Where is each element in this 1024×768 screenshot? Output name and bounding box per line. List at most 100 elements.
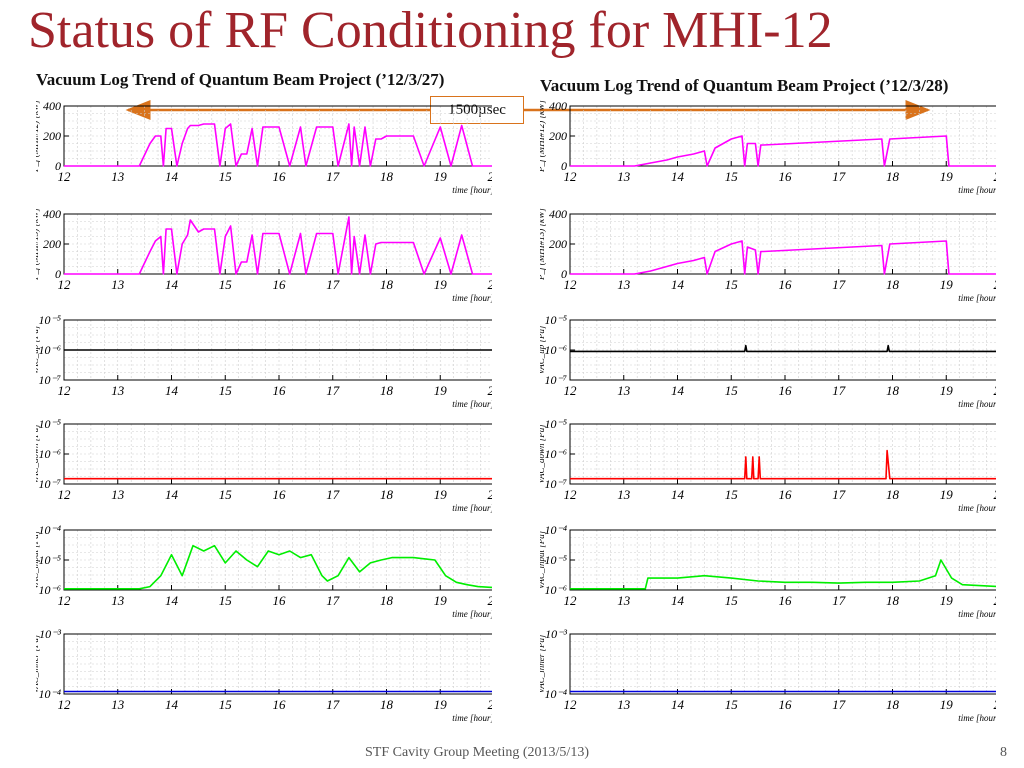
x-tick-label: 17 [832,169,846,184]
x-tick-label: 17 [832,697,846,712]
x-tick-label: 13 [111,697,125,712]
x-tick-label: 20 [994,593,997,608]
y-tick-label: 10⁻⁶ [38,447,61,461]
x-tick-label: 15 [725,697,739,712]
series-line [570,449,996,480]
y-tick-label: 200 [549,129,567,143]
x-tick-label: 18 [380,697,394,712]
y-tick-label: 10⁻³ [39,628,61,641]
x-tick-label: 16 [779,277,793,292]
y-axis-label: VAC_input [Pa] [540,530,546,589]
chart-svg: 12 13 14 15 16 17 18 19 20time [hour] 10⁻⁷ 10⁻⁶ 10⁻… [540,418,996,513]
x-tick-label: 17 [326,383,340,398]
x-tick-label: 20 [488,277,493,292]
y-tick-label: 10⁻⁵ [544,314,567,327]
x-tick-label: 19 [940,697,954,712]
x-axis-label: time [hour] [958,293,996,303]
y-tick-label: 400 [43,208,61,221]
series-line [570,344,996,353]
x-tick-label: 18 [380,593,394,608]
y-tick-label: 10⁻⁴ [38,524,61,537]
x-tick-label: 20 [488,697,493,712]
x-tick-label: 19 [434,697,448,712]
chart-panel-right-4: 12 13 14 15 16 17 18 19 20time [hour] 10⁻⁶ 10⁻⁵ 10⁻… [540,524,996,644]
y-tick-label: 10⁻⁷ [38,373,61,387]
x-tick-label: 17 [326,487,340,502]
x-tick-label: 12 [564,697,578,712]
x-tick-label: 13 [111,593,125,608]
x-tick-label: 12 [564,487,578,502]
footer-text: STF Cavity Group Meeting (2013/5/13) [365,745,589,760]
chart-panel-left-2: 12 13 14 15 16 17 18 19 20time [hour] 10⁻⁷ 10⁻⁶ 10⁻… [36,314,492,434]
x-tick-label: 14 [165,487,179,502]
x-tick-label: 14 [165,277,179,292]
series-line [64,216,492,275]
x-tick-label: 16 [273,487,287,502]
chart-panel-right-1: 12 13 14 15 16 17 18 19 20time [hour] 0 200 400P_f … [540,208,996,328]
x-tick-label: 12 [58,593,72,608]
y-tick-label: 10⁻⁵ [38,418,61,431]
x-tick-label: 15 [725,277,739,292]
y-axis-label: P_f (MHI#12) [kW] [540,100,546,173]
chart-svg: 12 13 14 15 16 17 18 19 20time [hour] 10⁻⁴ 10⁻³VAC… [36,628,493,723]
x-tick-label: 13 [111,169,125,184]
chart-svg: 12 13 14 15 16 17 18 19 20time [hour] 10⁻⁴ 10⁻³VAC… [540,628,997,723]
x-tick-label: 19 [940,487,954,502]
y-axis-label: VAC_up [Pa] [540,325,546,375]
x-tick-label: 14 [671,697,685,712]
x-tick-label: 18 [380,277,394,292]
x-tick-label: 16 [779,593,793,608]
series-line [570,559,996,590]
x-tick-label: 20 [488,383,493,398]
x-tick-label: 18 [380,169,394,184]
x-tick-label: 13 [111,487,125,502]
y-axis-label: VAC_down [Pa] [540,424,546,484]
x-tick-label: 19 [434,383,448,398]
y-tick-label: 400 [43,100,61,113]
y-axis-label: VAC_input [Pa] [36,530,40,589]
chart-panel-right-3: 12 13 14 15 16 17 18 19 20time [hour] 10⁻⁷ 10⁻⁶ 10⁻… [540,418,996,538]
y-tick-label: 10⁻³ [545,628,567,641]
x-tick-label: 16 [779,697,793,712]
x-tick-label: 13 [617,593,631,608]
x-tick-label: 19 [940,277,954,292]
x-tick-label: 17 [326,593,340,608]
slide-title: Status of RF Conditioning for MHI-12 [28,2,833,59]
x-tick-label: 16 [273,697,287,712]
y-axis-label: P_f (MHI#13) [kW] [540,208,546,281]
y-tick-label: 10⁻⁴ [544,524,567,537]
x-tick-label: 14 [671,487,685,502]
y-axis-label: P_f (MHI#13) [kW] [36,208,40,281]
x-tick-label: 12 [58,697,72,712]
x-tick-label: 20 [488,169,493,184]
x-tick-label: 14 [671,383,685,398]
x-tick-label: 20 [994,697,997,712]
x-tick-label: 15 [219,277,233,292]
x-tick-label: 20 [994,383,997,398]
chart-svg: 12 13 14 15 16 17 18 19 20time [hour] 10⁻⁷ 10⁻⁶ 10⁻… [540,314,997,409]
x-tick-label: 16 [779,487,793,502]
x-tick-label: 18 [886,169,900,184]
x-tick-label: 14 [165,169,179,184]
x-tick-label: 13 [617,383,631,398]
chart-panel-left-5: 12 13 14 15 16 17 18 19 20time [hour] 10⁻⁴ 10⁻³VAC… [36,628,492,748]
x-axis-label: time [hour] [452,609,492,619]
x-tick-label: 14 [165,697,179,712]
x-tick-label: 20 [488,593,493,608]
x-tick-label: 19 [940,593,954,608]
x-tick-label: 13 [617,169,631,184]
x-tick-label: 13 [111,277,125,292]
y-tick-label: 0 [561,159,567,173]
page-number: 8 [1000,745,1007,760]
x-tick-label: 17 [326,169,340,184]
y-axis-label: VAC_up [Pa] [36,325,40,375]
x-tick-label: 13 [111,383,125,398]
chart-svg: 12 13 14 15 16 17 18 19 20time [hour] 10⁻⁷ 10⁻⁶ 10⁻… [36,314,493,409]
chart-svg: 12 13 14 15 16 17 18 19 20time [hour] 10⁻⁶ 10⁻⁵ 10⁻… [36,524,493,619]
x-tick-label: 18 [886,697,900,712]
x-tick-label: 12 [564,383,578,398]
x-tick-label: 12 [58,383,72,398]
x-axis-label: time [hour] [958,503,996,513]
x-tick-label: 15 [219,487,233,502]
x-axis-label: time [hour] [452,293,492,303]
